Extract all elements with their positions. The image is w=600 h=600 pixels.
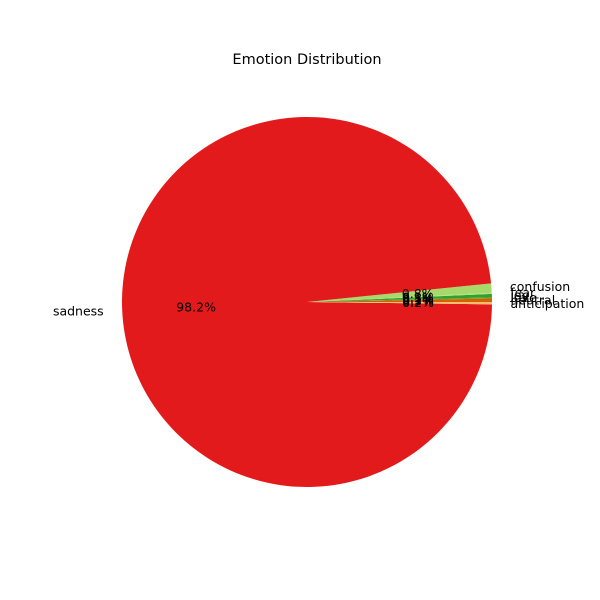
- pie-slice-anticipation: [307, 302, 492, 305]
- slice-label-confusion: confusion: [510, 279, 570, 294]
- pie-slice-neutral: [307, 298, 492, 302]
- pie-slice-love: [307, 297, 492, 302]
- slice-percent-confusion: 0.8%: [402, 286, 434, 301]
- slice-percent-love: 0.1%: [402, 292, 434, 307]
- slice-label-love: love: [510, 290, 537, 305]
- slice-percent-joy: 0.3%: [402, 291, 434, 306]
- chart-title: Emotion Distribution: [232, 52, 381, 68]
- pie-slice-sadness: [122, 116, 492, 487]
- slice-percent-fear: 0.1%: [402, 289, 434, 304]
- pie-slice-joy: [307, 293, 492, 302]
- slice-label-fear: fear: [510, 285, 536, 300]
- slice-label-anticipation: anticipation: [510, 296, 584, 311]
- slice-label-joy: joy: [509, 287, 529, 302]
- pie-slices: [122, 116, 492, 487]
- slice-label-neutral: neutral: [510, 293, 555, 308]
- slice-percent-neutral: 0.3%: [402, 293, 434, 308]
- slice-label-sadness: sadness: [53, 303, 104, 318]
- slice-percent-anticipation: 0.2%: [402, 295, 434, 310]
- slice-percent-sadness: 98.2%: [176, 299, 216, 314]
- pie-slice-fear: [307, 292, 492, 302]
- pie-slice-confusion: [307, 283, 492, 302]
